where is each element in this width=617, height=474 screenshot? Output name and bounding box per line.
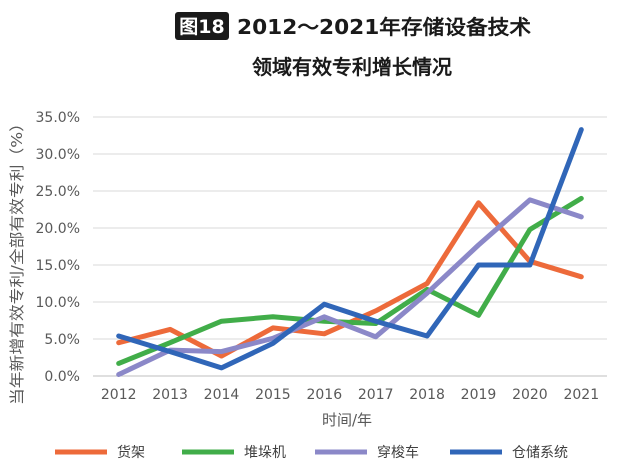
x-tick-label: 2012 [101,387,137,403]
legend-label: 穿梭车 [377,444,419,461]
x-tick-label: 2013 [152,387,188,403]
x-tick-label: 2015 [255,387,291,403]
legend-label: 货架 [117,444,145,461]
x-tick-label: 2021 [563,387,599,403]
y-tick-label: 25.0% [36,184,80,200]
y-tick-label: 30.0% [36,147,80,163]
y-tick-label: 0.0% [44,369,80,385]
legend: 货架 堆垛机 穿梭车 仓储系统 [55,444,568,461]
y-tick-label: 15.0% [36,258,80,274]
y-axis-ticks: 0.0% 5.0% 10.0% 15.0% 20.0% 25.0% 30.0% 35.0% [36,110,80,385]
y-tick-label: 20.0% [36,221,80,237]
figure-badge-background [175,12,229,40]
x-tick-label: 2017 [358,387,394,403]
y-axis-title: 当年新增有效专利/全部有效专利（%） [8,115,26,405]
figure-badge: 图18 [179,16,224,38]
x-tick-label: 2020 [512,387,548,403]
series-line [116,195,584,366]
y-tick-label: 10.0% [36,295,80,311]
x-tick-label: 2016 [306,387,342,403]
series-line [116,127,584,371]
series-line [116,197,584,377]
x-axis-ticks: 2012 2013 2014 2015 2016 2017 2018 2019 2020 2021 [101,387,599,403]
x-tick-label: 2018 [409,387,445,403]
chart-title-line1: 2012～2021年存储设备技术 [237,15,531,39]
legend-label: 仓储系统 [512,445,568,461]
y-tick-label: 35.0% [36,110,80,126]
x-tick-label: 2014 [204,387,240,403]
series-lines [116,127,584,377]
y-tick-label: 5.0% [44,332,80,348]
x-tick-label: 2019 [461,387,497,403]
chart-title-line2: 领域有效专利增长情况 [252,55,452,79]
x-axis-title: 时间/年 [322,411,372,429]
legend-label: 堆垛机 [244,445,286,461]
chart-title: 图18 2012～2021年存储设备技术 领域有效专利增长情况 [175,12,531,79]
grid-lines [93,116,607,377]
